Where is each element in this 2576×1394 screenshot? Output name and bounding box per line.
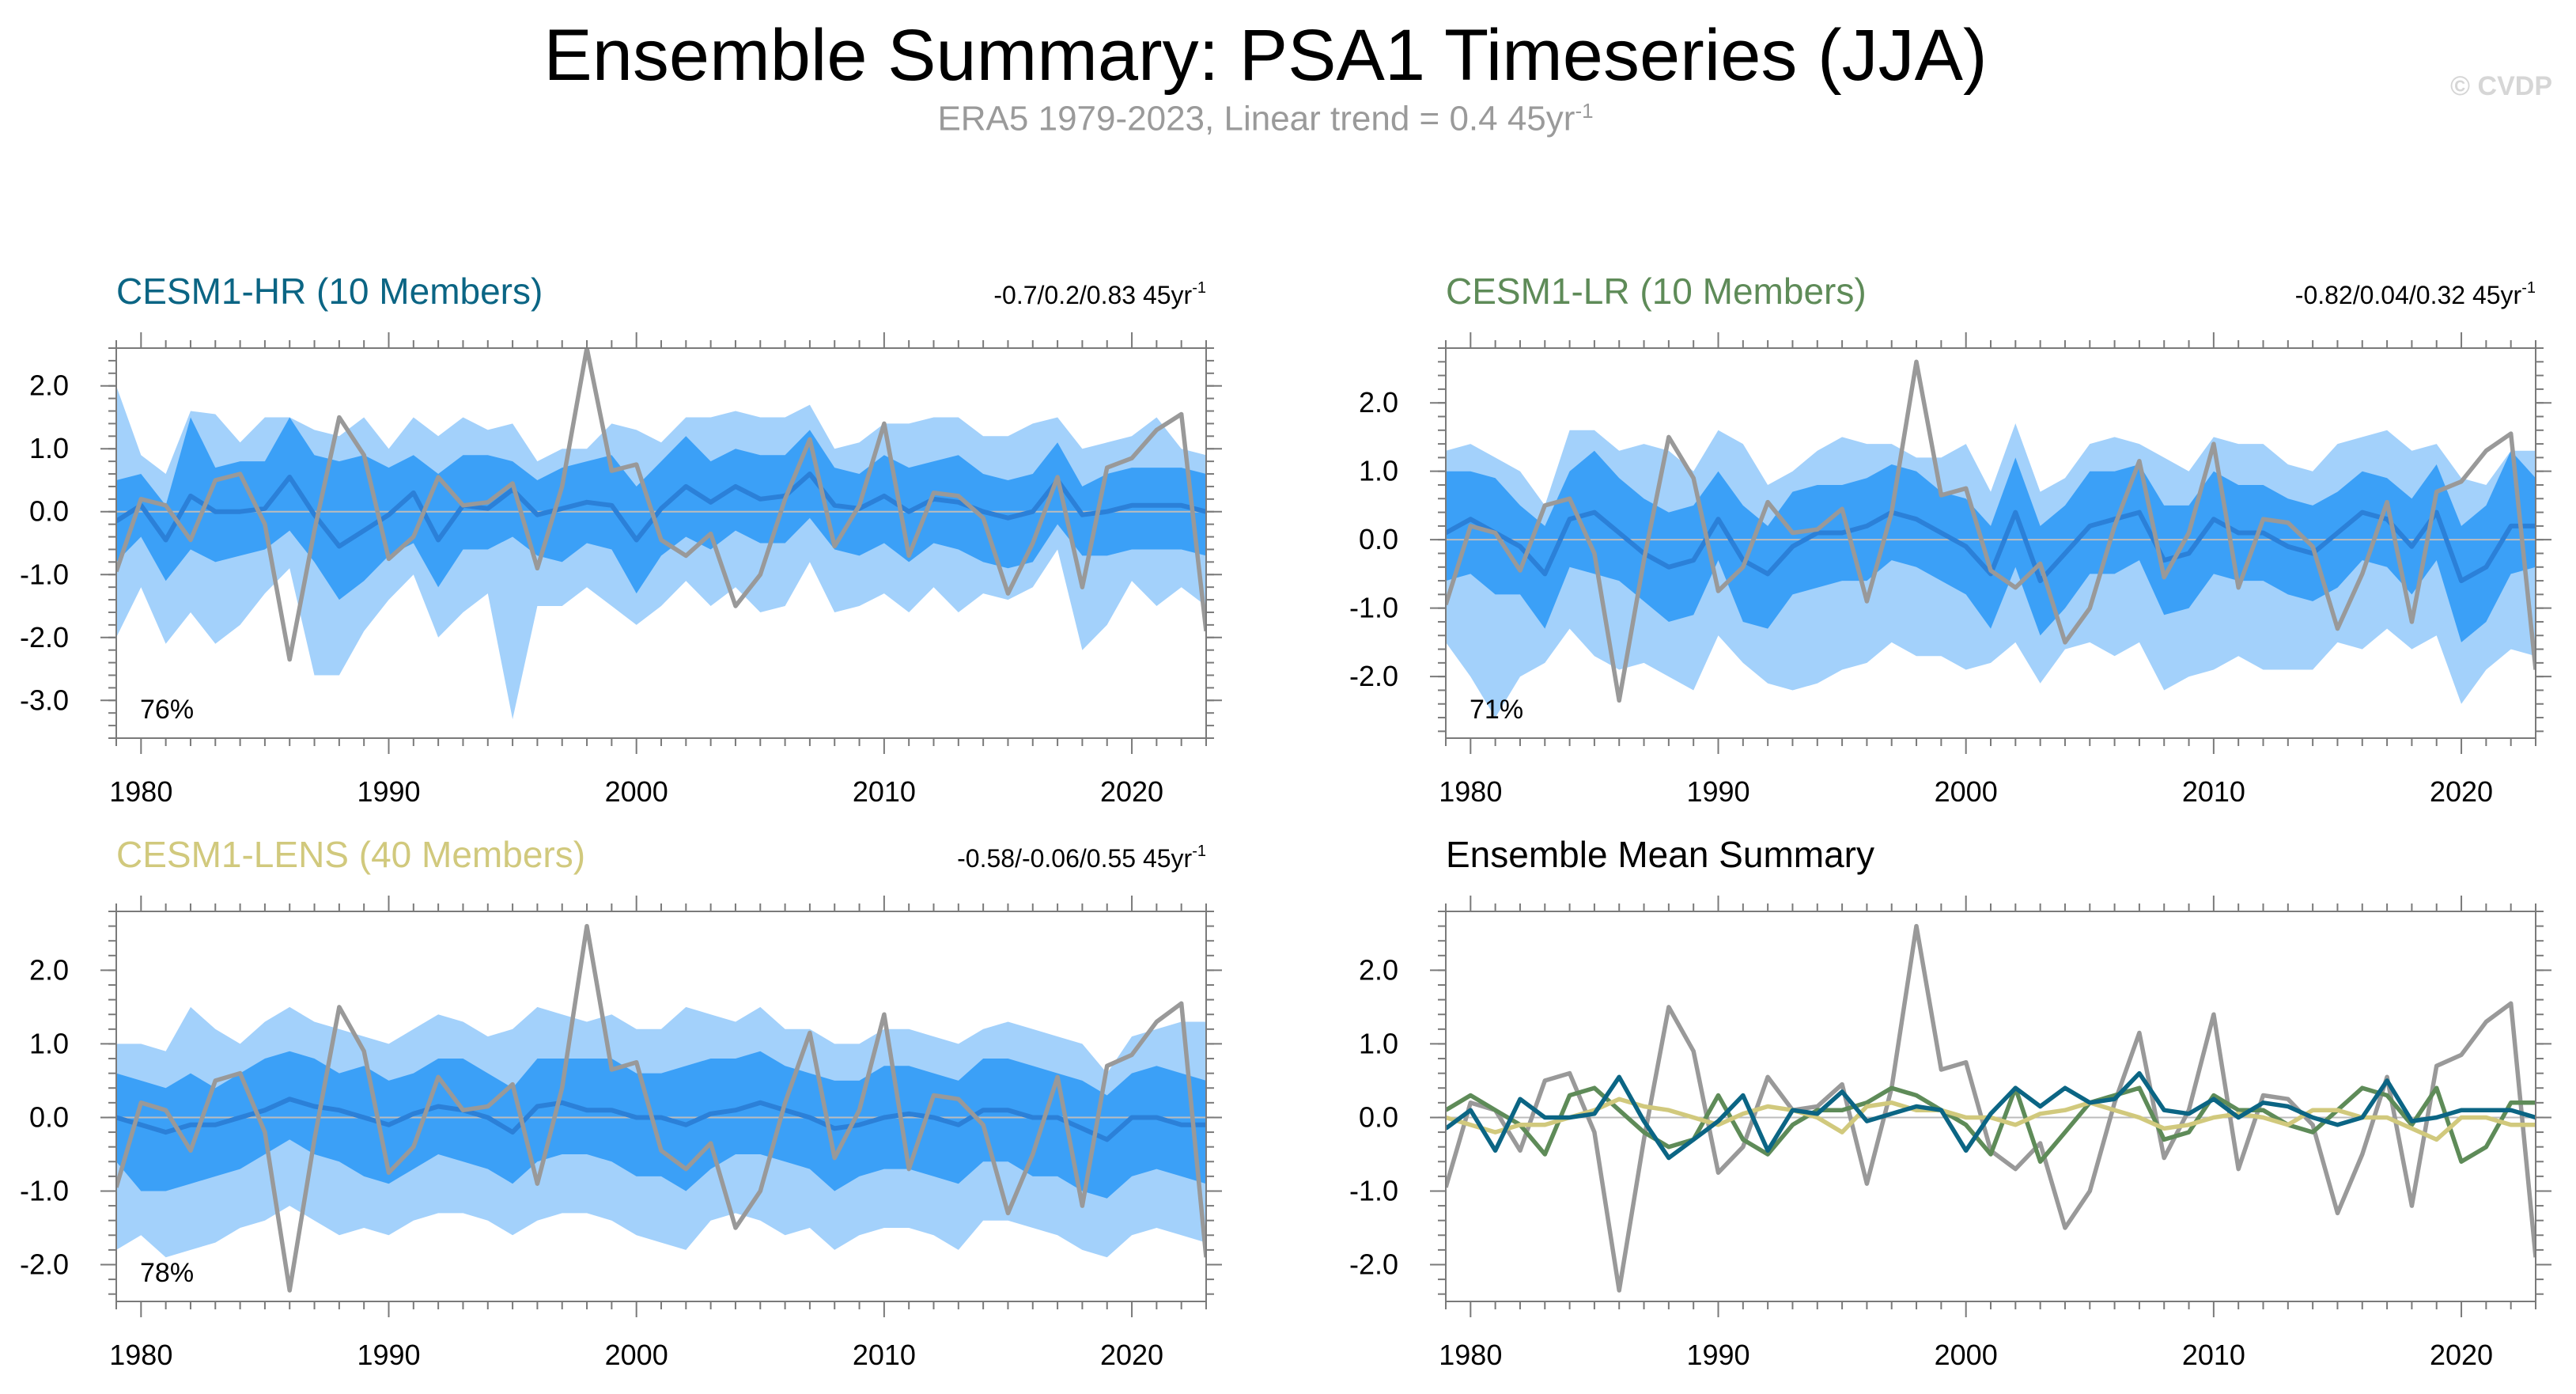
y-tick-label: 1.0 <box>1359 455 1398 487</box>
trend-label-text: -0.7/0.2/0.83 45yr <box>993 281 1192 309</box>
chart-panel-4: Ensemble Mean Summary 2.0 1.0 0.0 -1.0 -2.0 19… <box>1349 834 2551 1371</box>
inner-spread-band <box>116 1051 1206 1199</box>
y-tick-label: 1.0 <box>29 1027 69 1059</box>
y-tick-label: 2.0 <box>29 369 69 402</box>
x-tick-label: 1990 <box>1686 775 1749 808</box>
x-tick-label: 2000 <box>605 775 668 808</box>
series-line-4 <box>1446 1070 2536 1161</box>
trend-label-text: -0.82/0.04/0.32 45yr <box>2295 281 2522 309</box>
percent-label: 76% <box>140 695 194 725</box>
y-tick-label: 0.0 <box>29 495 69 528</box>
ensemble-mean-line <box>116 472 1206 549</box>
x-tick-label: 1980 <box>109 775 172 808</box>
ensemble-mean-line <box>116 1097 1206 1142</box>
chart-panel-1: CESM1-HR (10 Members) -0.7/0.2/0.83 45yr-… <box>20 271 1222 808</box>
observations-line <box>1446 359 2536 703</box>
x-tick-label: 2020 <box>1100 1339 1163 1371</box>
y-tick-label: 0.0 <box>29 1100 69 1133</box>
subtitle-exponent: -1 <box>1575 99 1594 123</box>
trend-label-exponent: -1 <box>1192 279 1206 297</box>
cvdp-watermark: © CVDP <box>2450 71 2552 101</box>
y-tick-label: 0.0 <box>1359 1100 1398 1133</box>
trend-label: -0.7/0.2/0.83 45yr-1 <box>993 279 1206 309</box>
x-tick-label: 2000 <box>1935 775 1998 808</box>
y-tick-label: -2.0 <box>20 621 69 653</box>
trend-label: -0.58/-0.06/0.55 45yr-1 <box>957 843 1206 873</box>
x-tick-label: 1980 <box>1439 1339 1502 1371</box>
y-tick-label: -1.0 <box>20 558 69 590</box>
x-tick-label: 2010 <box>853 1339 916 1371</box>
trend-label-exponent: -1 <box>2521 279 2536 297</box>
y-tick-label: -1.0 <box>20 1174 69 1206</box>
x-tick-label: 1980 <box>109 1339 172 1371</box>
y-tick-label: -2.0 <box>1349 1248 1398 1280</box>
x-tick-label: 2000 <box>605 1339 668 1371</box>
inner-spread-band <box>1446 450 2536 642</box>
y-tick-label: 1.0 <box>29 432 69 464</box>
y-tick-label: 2.0 <box>29 953 69 986</box>
x-tick-label: 2020 <box>2430 1339 2493 1371</box>
trend-label: -0.82/0.04/0.32 45yr-1 <box>2295 279 2536 309</box>
x-tick-label: 2010 <box>2182 1339 2245 1371</box>
panel-title: CESM1-LR (10 Members) <box>1446 271 1867 312</box>
series-line-2 <box>1446 1085 2536 1165</box>
panel-title: CESM1-LENS (40 Members) <box>116 834 585 875</box>
x-tick-label: 1980 <box>1439 775 1502 808</box>
plot-area <box>1446 923 2536 1293</box>
series-line-1 <box>1446 923 2536 1293</box>
observations-line <box>116 348 1206 662</box>
y-tick-label: -2.0 <box>20 1248 69 1280</box>
y-tick-label: -1.0 <box>1349 1174 1398 1206</box>
y-tick-label: 2.0 <box>1359 386 1398 419</box>
trend-label-text: -0.58/-0.06/0.55 45yr <box>957 844 1192 873</box>
subtitle-text: ERA5 1979-2023, Linear trend = 0.4 45yr <box>937 99 1575 138</box>
x-tick-label: 2020 <box>2430 775 2493 808</box>
plot-area <box>116 348 1206 720</box>
chart-panel-2: CESM1-LR (10 Members) -0.82/0.04/0.32 45y… <box>1349 271 2551 808</box>
panel-title: CESM1-HR (10 Members) <box>116 271 543 312</box>
x-tick-label: 2000 <box>1935 1339 1998 1371</box>
percent-label: 78% <box>140 1258 194 1288</box>
y-tick-label: -1.0 <box>1349 592 1398 624</box>
x-tick-label: 2010 <box>853 775 916 808</box>
x-tick-label: 2010 <box>2182 775 2245 808</box>
x-tick-label: 1990 <box>357 1339 420 1371</box>
ensemble-mean-line <box>1446 509 2536 584</box>
figure-title: Ensemble Summary: PSA1 Timeseries (JJA) <box>543 15 1988 96</box>
panel-title: Ensemble Mean Summary <box>1446 834 1874 875</box>
observations-line <box>116 923 1206 1293</box>
chart-panel-3: CESM1-LENS (40 Members) -0.58/-0.06/0.55 … <box>20 834 1222 1371</box>
figure-subtitle: ERA5 1979-2023, Linear trend = 0.4 45yr-… <box>0 99 2531 139</box>
x-tick-label: 2020 <box>1100 775 1163 808</box>
trend-label-exponent: -1 <box>1192 843 1206 860</box>
x-tick-label: 1990 <box>1686 1339 1749 1371</box>
y-tick-label: -3.0 <box>20 684 69 716</box>
plot-area <box>116 923 1206 1293</box>
plot-area <box>1446 359 2536 718</box>
percent-label: 71% <box>1470 695 1523 725</box>
x-tick-label: 1990 <box>357 775 420 808</box>
y-tick-label: 0.0 <box>1359 523 1398 555</box>
y-tick-label: -2.0 <box>1349 660 1398 692</box>
y-tick-label: 2.0 <box>1359 953 1398 986</box>
y-tick-label: 1.0 <box>1359 1027 1398 1059</box>
